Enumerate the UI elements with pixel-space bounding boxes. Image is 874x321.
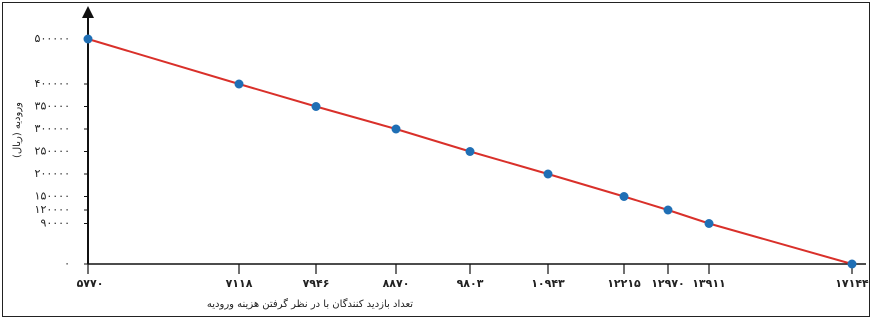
data-point — [704, 219, 714, 228]
x-tick-label: ۱۷۱۴۴ — [835, 277, 869, 290]
y-tick-label: ۱۵۰۰۰۰ — [35, 190, 70, 203]
x-tick-label: ۱۰۹۴۳ — [531, 277, 565, 290]
data-point — [465, 147, 475, 156]
y-tick-label: ۹۰۰۰۰ — [40, 217, 70, 230]
y-tick-label: ۱۲۰۰۰۰ — [35, 203, 70, 216]
series-line — [87, 38, 853, 265]
data-point — [391, 124, 401, 134]
x-tick-label: ۱۲۲۱۵ — [607, 277, 641, 290]
y-tick-label: ۲۵۰۰۰۰ — [35, 145, 70, 158]
x-tick-label: ۷۱۱۸ — [226, 277, 253, 290]
y-ticks: ۵۰۰۰۰۰ ۴۰۰۰۰۰ ۳۵۰۰۰۰ ۳۰۰۰۰۰ ۲۵۰۰۰۰ ۲۰۰۰۰۰ ۱۵۰۰… — [35, 32, 88, 270]
x-tick-label: ۱۳۹۱۱ — [692, 277, 726, 290]
y-tick-label: ۰ — [64, 257, 70, 270]
y-tick-label: ۳۰۰۰۰۰ — [35, 122, 70, 135]
data-point — [311, 102, 321, 111]
data-point — [543, 169, 553, 179]
y-tick-label: ۵۰۰۰۰۰ — [35, 32, 70, 45]
x-tick-label: ۱۲۹۷۰ — [651, 277, 685, 290]
data-point — [619, 192, 629, 201]
data-point — [663, 205, 673, 215]
series — [83, 34, 857, 269]
data-point — [847, 259, 857, 269]
x-tick-label: ۸۸۷۰ — [383, 277, 410, 290]
x-ticks: ۵۷۷۰ ۷۱۱۸ ۷۹۴۶ ۸۸۷۰ ۹۸۰۳ ۱۰۹۴۳ ۱۲۲۱۵ ۱۲۹۷۰ ۱۳۹۱۱… — [77, 264, 869, 290]
y-tick-label: ۲۰۰۰۰۰ — [35, 167, 70, 180]
data-point — [83, 34, 93, 44]
x-tick-label: ۹۸۰۳ — [457, 277, 484, 290]
x-tick-label: ۵۷۷۰ — [77, 277, 104, 290]
axes — [82, 6, 866, 265]
data-point — [234, 79, 244, 89]
x-tick-label: ۷۹۴۶ — [303, 277, 330, 290]
y-tick-label: ۳۵۰۰۰۰ — [35, 100, 70, 113]
y-tick-label: ۴۰۰۰۰۰ — [35, 77, 70, 90]
x-axis-label: تعداد بازدید کنندگان با در نظر گرفتن هزی… — [207, 298, 413, 310]
y-axis-label: ورودیه (ریال) — [12, 102, 23, 158]
